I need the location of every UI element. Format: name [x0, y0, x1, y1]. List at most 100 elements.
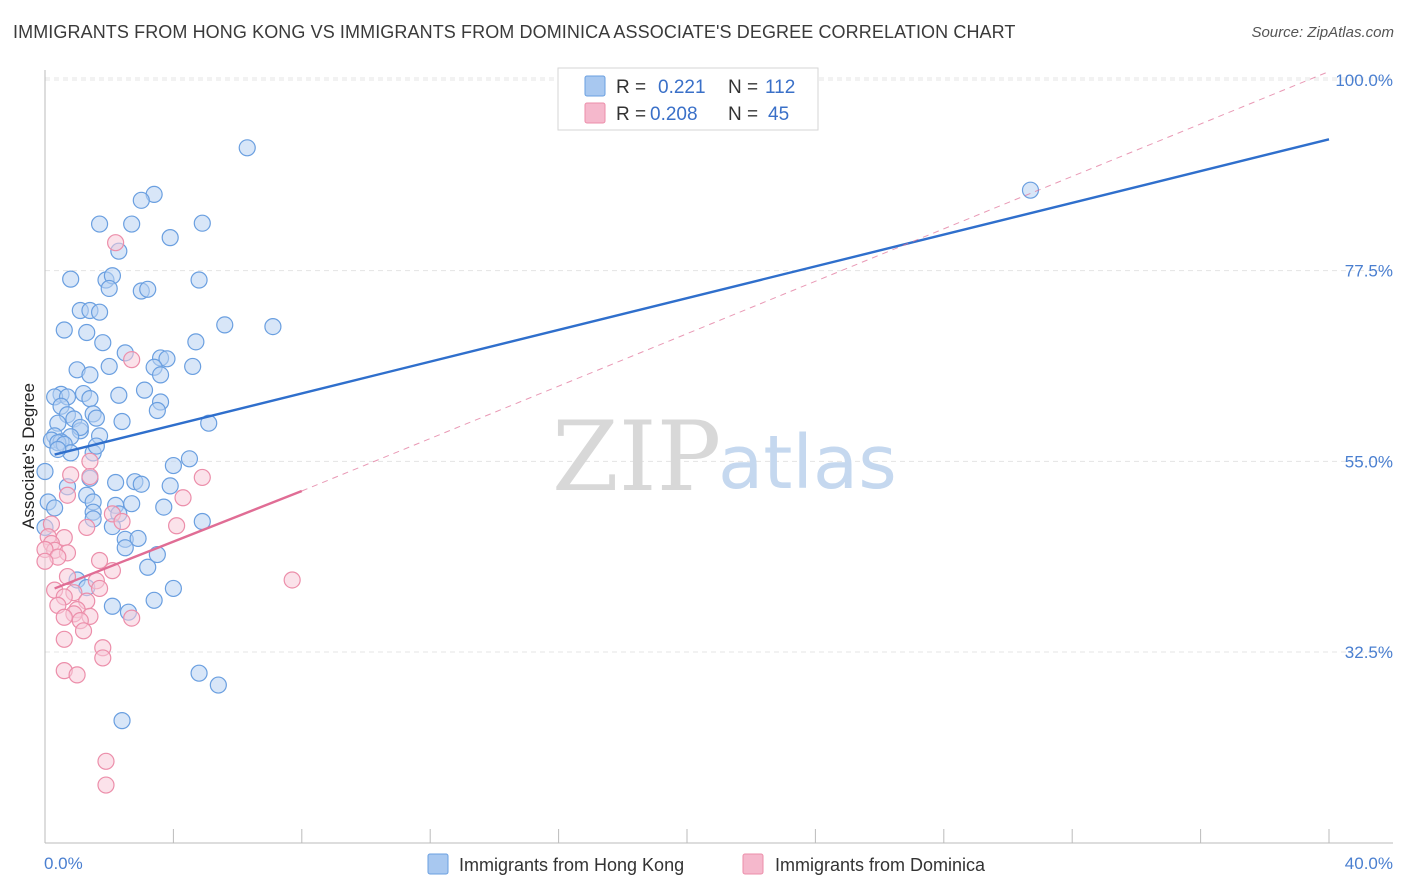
point-series1-12 [168, 517, 186, 535]
point-series1-21 [90, 551, 109, 570]
trend-line-1 [54, 489, 303, 590]
legend-r-value-2: 0.208 [650, 104, 698, 125]
y-axis-label: Associate's Degree [19, 383, 38, 529]
x-ticks [44, 829, 1330, 843]
trend-lines [54, 71, 1330, 590]
point-series1-37 [123, 609, 141, 627]
point-series0-49 [200, 414, 218, 432]
point-series0-30 [184, 357, 202, 376]
legend-n-label-1: N = [728, 77, 758, 98]
point-series1-2 [81, 452, 99, 470]
point-series1-0 [107, 234, 125, 252]
point-series0-68 [132, 475, 150, 493]
point-series1-5 [193, 468, 211, 487]
point-series0-20 [55, 321, 73, 339]
point-series0-63 [180, 450, 199, 468]
point-series0-70 [161, 477, 179, 495]
point-series0-42 [148, 401, 166, 420]
point-series1-20 [36, 552, 54, 570]
legend-swatch-dominica [584, 102, 606, 124]
point-series1-43 [68, 666, 86, 684]
y-tick-label-1: 55.0% [1345, 452, 1393, 471]
legend-r-value-1: 0.221 [658, 77, 706, 98]
point-series1-44 [97, 752, 115, 770]
point-series0-17 [90, 303, 109, 321]
watermark-atlas: atlas [718, 420, 897, 506]
point-series0-6 [161, 229, 179, 247]
point-series1-10 [113, 512, 131, 531]
point-series0-32 [81, 366, 99, 384]
point-series0-4 [123, 215, 141, 233]
y-tick-label-2: 77.5% [1345, 262, 1393, 281]
point-series0-94 [103, 597, 122, 615]
bottom-legend-swatch-dominica [742, 853, 764, 875]
point-series1-3 [62, 466, 80, 484]
legend-swatch-hong-kong [584, 75, 606, 97]
point-series0-19 [264, 317, 282, 336]
point-series0-45 [87, 409, 105, 427]
point-series0-2 [132, 191, 150, 209]
point-series0-98 [113, 712, 131, 730]
legend-r-label-1: R = [616, 77, 646, 98]
data-points [36, 139, 1040, 794]
point-series0-97 [209, 676, 227, 694]
x-tick-label-min: 0.0% [44, 854, 83, 873]
x-tick-label-max: 40.0% [1345, 854, 1393, 873]
legend-n-label-2: N = [728, 104, 758, 125]
point-series0-89 [139, 558, 157, 576]
point-series1-41 [94, 649, 112, 667]
point-series1-35 [55, 608, 73, 626]
point-series0-18 [216, 316, 234, 334]
bottom-legend-swatch-hong-kong [427, 853, 449, 875]
point-series1-7 [174, 489, 192, 507]
trend-line-0 [54, 138, 1330, 456]
legend-box: R = 0.221 N = 112 R = 0.208 N = 45 [557, 67, 819, 131]
axes [44, 70, 1393, 844]
legend-r-label-2: R = [616, 104, 646, 125]
watermark-zip: ZIP [552, 401, 721, 513]
trend-extension-1 [301, 71, 1330, 492]
point-series0-62 [49, 440, 67, 459]
bottom-legend: Immigrants from Hong Kong Immigrants fro… [427, 853, 986, 875]
point-series0-66 [107, 473, 125, 492]
point-series0-96 [190, 664, 208, 682]
point-series0-64 [164, 456, 182, 475]
point-series0-69 [36, 462, 54, 481]
point-series0-48 [113, 412, 131, 431]
point-series0-0 [238, 139, 256, 157]
point-series0-21 [78, 323, 96, 342]
point-series0-23 [187, 333, 205, 351]
point-series0-78 [46, 499, 64, 517]
point-series0-26 [158, 350, 176, 368]
bottom-legend-label-dominica: Immigrants from Dominica [775, 855, 986, 875]
point-series1-4 [81, 467, 99, 486]
point-series0-85 [129, 529, 147, 548]
point-series1-1 [123, 351, 141, 369]
point-series0-39 [135, 381, 154, 399]
point-series1-27 [90, 579, 109, 598]
point-series0-92 [164, 579, 182, 598]
point-series0-11 [190, 271, 208, 289]
bottom-legend-label-hong-kong: Immigrants from Hong Kong [459, 855, 684, 875]
y-tick-label-0: 32.5% [1345, 643, 1393, 662]
point-series0-14 [139, 280, 157, 298]
grid-lines [45, 77, 1393, 653]
point-series1-6 [58, 486, 77, 504]
point-series0-8 [62, 270, 80, 288]
chart-source: Source: ZipAtlas.com [1251, 24, 1394, 41]
point-series1-11 [78, 518, 96, 537]
point-series0-12 [100, 279, 118, 298]
chart-title: IMMIGRANTS FROM HONG KONG VS IMMIGRANTS … [13, 22, 1016, 42]
y-tick-label-3: 100.0% [1335, 71, 1393, 90]
point-series0-87 [116, 539, 134, 557]
point-series1-45 [97, 776, 115, 794]
point-series1-23 [283, 571, 301, 589]
point-series0-93 [145, 591, 163, 609]
point-series0-27 [100, 357, 118, 376]
point-series0-3 [90, 215, 109, 233]
point-series0-77 [155, 498, 173, 516]
point-series0-38 [110, 386, 128, 404]
point-series1-38 [74, 622, 93, 640]
y-tick-labels: 32.5% 55.0% 77.5% 100.0% [1335, 71, 1393, 662]
